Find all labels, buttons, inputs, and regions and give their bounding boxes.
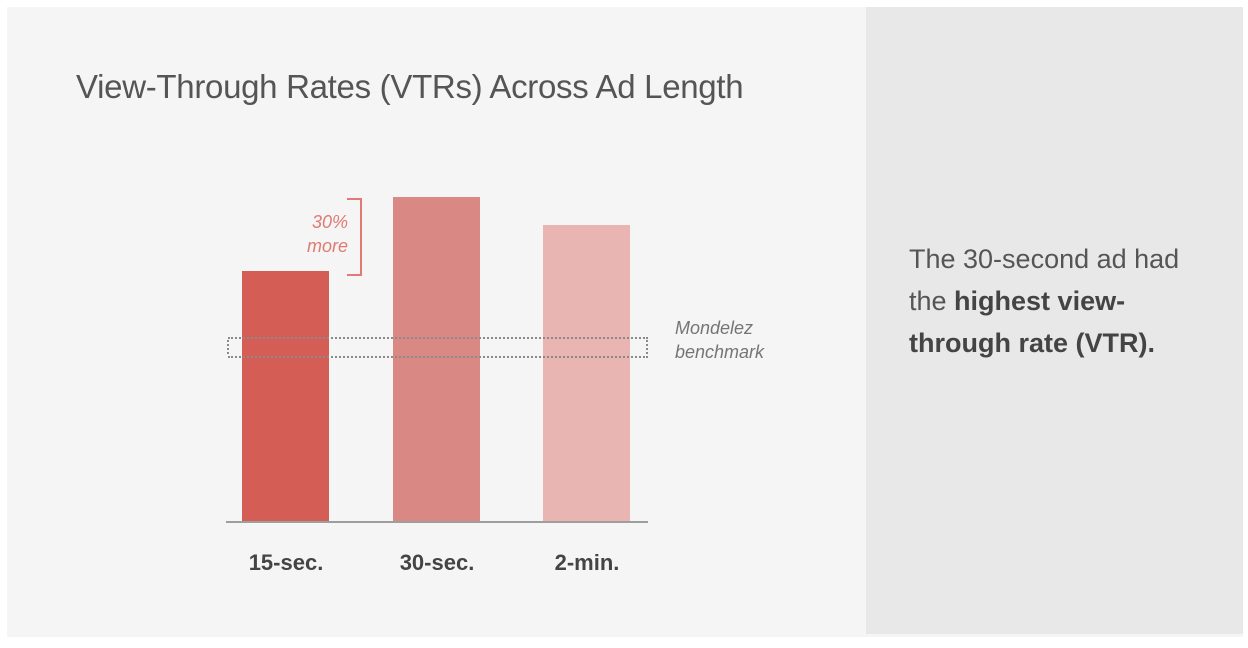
x-tick-label: 15-sec. (248, 550, 324, 575)
benchmark-label-line-2: benchmark (675, 342, 765, 362)
annotation-line-1: 30% (311, 212, 348, 232)
difference-bracket (347, 198, 362, 276)
benchmark-label: Mondelez benchmark (675, 316, 764, 364)
insight-panel (866, 7, 1243, 634)
x-tick-label: 30-sec. (399, 550, 475, 575)
x-axis-line (226, 521, 648, 523)
annotation-line-2: more (306, 236, 348, 256)
x-tick-label: 2-min. (554, 550, 620, 575)
difference-annotation: 30% more (290, 210, 348, 258)
insight-text: The 30-second ad had the highest view-th… (909, 238, 1209, 364)
benchmark-line-upper (228, 337, 648, 339)
benchmark-edge-left (227, 340, 229, 354)
benchmark-edge-right (646, 340, 648, 354)
bar-30-sec (393, 197, 480, 521)
chart-title: View-Through Rates (VTRs) Across Ad Leng… (76, 68, 744, 105)
insight-prefix: The 30-second ad had the (909, 244, 1180, 316)
bar-2-min (543, 225, 630, 521)
bar-15-sec (242, 271, 329, 521)
insight-emphasis: highest view-through rate (VTR). (909, 286, 1155, 358)
bar-chart: 15-sec. 30-sec. 2-min. 30% more Mondelez… (226, 197, 764, 575)
benchmark-line-lower (228, 356, 648, 358)
benchmark-label-line-1: Mondelez (675, 318, 754, 338)
